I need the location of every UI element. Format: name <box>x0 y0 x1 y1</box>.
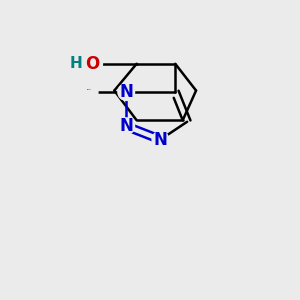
Circle shape <box>82 53 102 74</box>
Circle shape <box>80 83 98 101</box>
Circle shape <box>118 118 134 134</box>
Text: methyl: methyl <box>87 88 92 90</box>
Circle shape <box>152 131 169 148</box>
Text: N: N <box>119 83 133 101</box>
Text: N: N <box>119 117 133 135</box>
Text: O: O <box>85 55 99 73</box>
Text: H: H <box>69 56 82 71</box>
Text: N: N <box>154 130 167 148</box>
Circle shape <box>118 84 134 100</box>
Circle shape <box>85 57 99 70</box>
